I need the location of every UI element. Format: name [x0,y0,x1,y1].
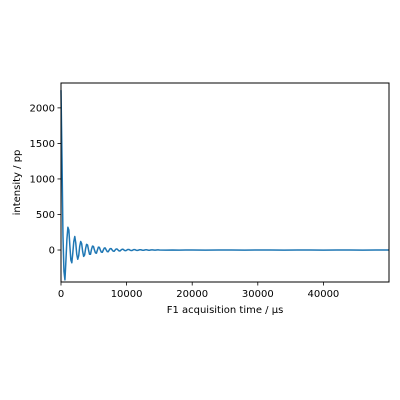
y-tick-label: 1000 [30,174,55,185]
x-tick-label: 30000 [242,289,274,300]
y-tick-label: 0 [49,246,55,257]
x-tick-label: 20000 [176,289,208,300]
y-tick-label: 1500 [30,139,55,150]
y-tick-label: 2000 [30,103,55,114]
x-axis-ticks: 0 10000 20000 30000 40000 [58,282,339,300]
x-tick-label: 40000 [307,289,339,300]
plot-area [60,90,390,281]
plot-frame [60,82,390,283]
x-axis-label: F1 acquisition time / µs [167,305,284,316]
y-axis-ticks: 0 500 1000 1500 2000 [30,103,61,257]
y-axis-label: intensity / pp [12,150,23,216]
series-line-0 [60,90,390,281]
x-tick-label: 10000 [111,289,143,300]
x-tick-label: 0 [58,289,64,300]
y-tick-label: 500 [36,210,55,221]
